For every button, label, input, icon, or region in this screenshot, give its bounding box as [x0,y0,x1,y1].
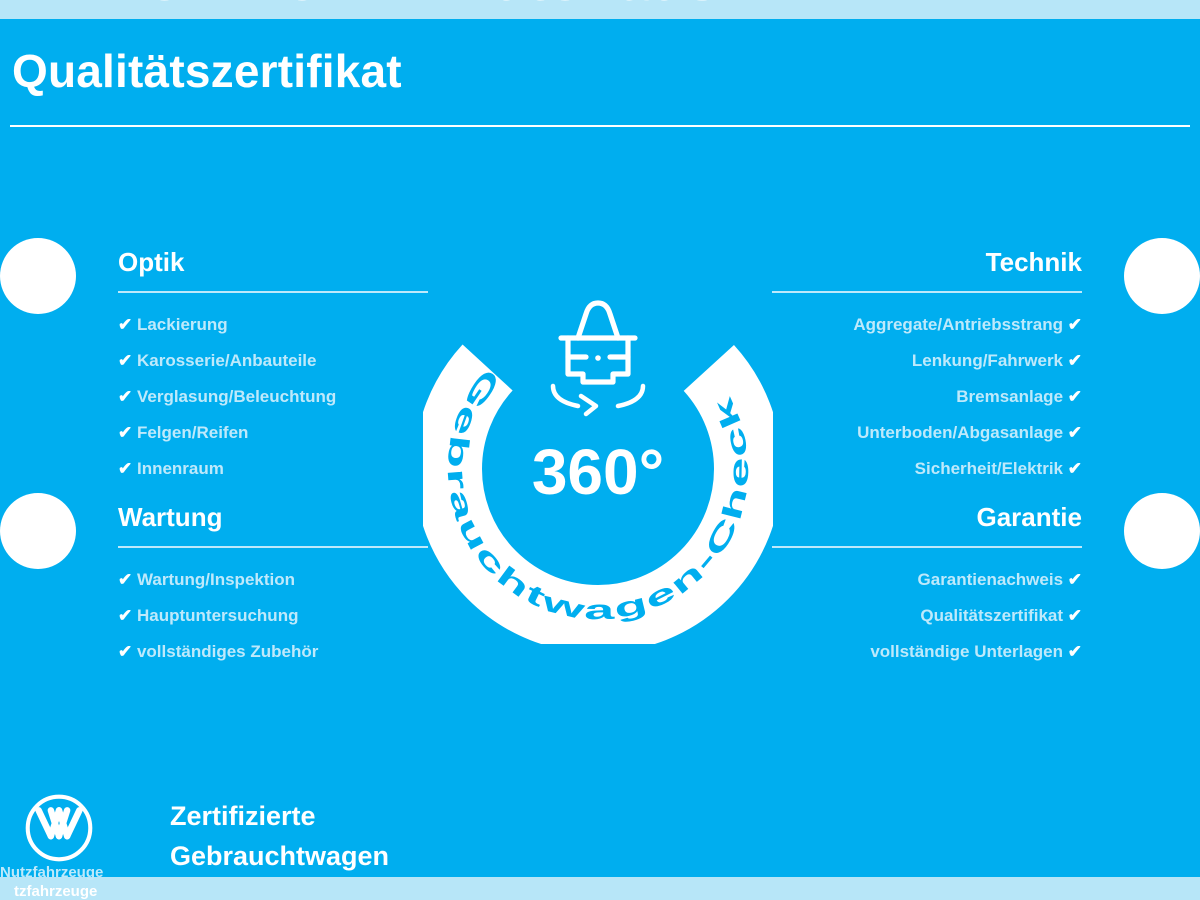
svg-text:360°: 360° [532,436,664,508]
